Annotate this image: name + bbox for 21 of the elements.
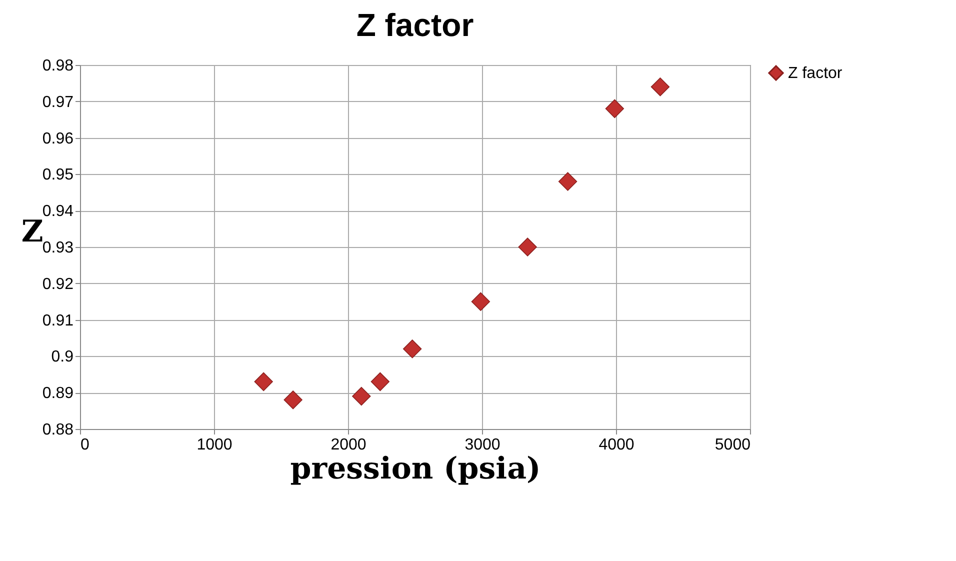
y-tick-label: 0.95 xyxy=(42,166,74,184)
x-tick-label: 2000 xyxy=(330,436,366,454)
y-tick-label: 0.9 xyxy=(51,348,74,366)
y-tick-label: 0.98 xyxy=(42,58,74,74)
x-tick-label: 4000 xyxy=(598,436,634,454)
y-axis-title: Z xyxy=(21,214,44,250)
y-tick-label: 0.92 xyxy=(42,276,74,293)
y-tick-label: 0.94 xyxy=(42,203,74,220)
legend-label: Z factor xyxy=(788,65,843,82)
y-tick-label: 0.97 xyxy=(42,94,74,111)
y-tick-label: 0.96 xyxy=(42,130,74,148)
y-tick-label: 0.93 xyxy=(42,240,74,256)
y-tick-label: 0.88 xyxy=(42,422,74,438)
x-tick-label: 5000 xyxy=(714,436,751,454)
x-tick-label: 3000 xyxy=(464,436,500,454)
x-tick-label: 0 xyxy=(80,436,90,454)
chart-title: Z factor xyxy=(356,7,474,43)
y-tick-label: 0.89 xyxy=(42,385,74,402)
x-axis-title: pression (psia) xyxy=(290,452,541,486)
y-tick-label: 0.91 xyxy=(42,312,74,330)
x-tick-label: 1000 xyxy=(196,436,232,454)
